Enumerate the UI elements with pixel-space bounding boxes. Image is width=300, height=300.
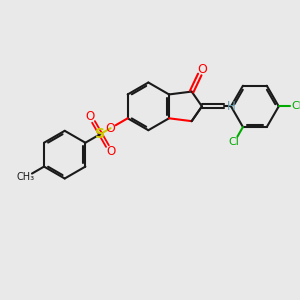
Text: CH₃: CH₃ bbox=[16, 172, 34, 182]
Text: O: O bbox=[197, 63, 207, 76]
Text: O: O bbox=[106, 145, 115, 158]
Text: O: O bbox=[106, 122, 116, 135]
Text: H: H bbox=[226, 100, 236, 113]
Text: Cl: Cl bbox=[291, 101, 300, 111]
Text: S: S bbox=[95, 127, 106, 141]
Text: Cl: Cl bbox=[229, 137, 239, 147]
Text: O: O bbox=[86, 110, 95, 123]
